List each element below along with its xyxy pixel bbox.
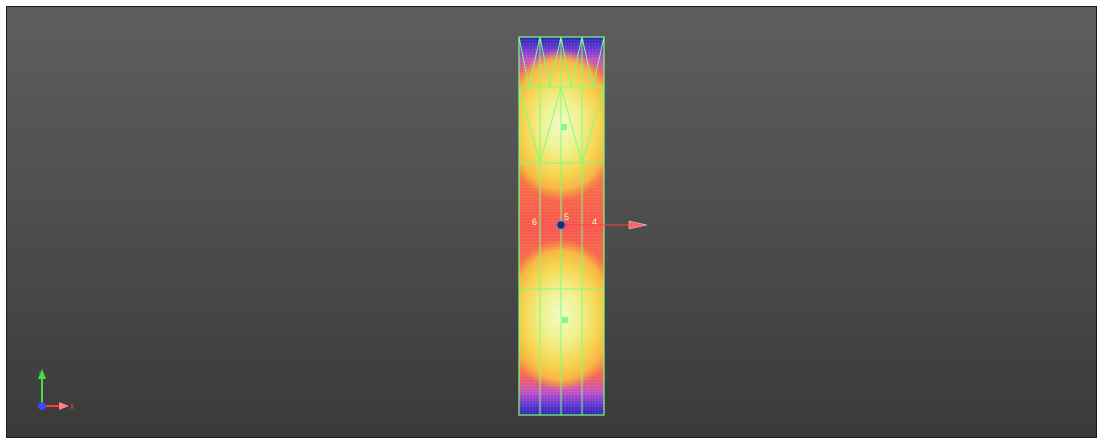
node-labels: 6 5 4 bbox=[532, 212, 597, 227]
scene-canvas[interactable]: 6 5 4 y x bbox=[7, 7, 1097, 438]
node-label: 5 bbox=[564, 212, 569, 222]
y-axis-arrowhead bbox=[38, 369, 46, 379]
element-edges bbox=[519, 37, 604, 415]
node-marker-top[interactable] bbox=[561, 124, 567, 130]
center-node[interactable] bbox=[556, 220, 566, 230]
y-axis-label: y bbox=[39, 369, 44, 379]
plate-outline bbox=[518, 36, 605, 416]
node-label: 4 bbox=[592, 217, 597, 227]
node-label: 6 bbox=[532, 217, 537, 227]
node-marker-bottom[interactable] bbox=[562, 317, 568, 323]
x-axis-arrowhead bbox=[59, 402, 69, 410]
origin-marker bbox=[38, 402, 46, 410]
fe-plate-model[interactable] bbox=[503, 37, 619, 415]
load-arrow[interactable] bbox=[565, 220, 648, 230]
x-axis-label: x bbox=[70, 401, 75, 411]
3d-viewport[interactable]: 6 5 4 y x bbox=[6, 6, 1097, 438]
axis-triad: y x bbox=[38, 369, 75, 411]
